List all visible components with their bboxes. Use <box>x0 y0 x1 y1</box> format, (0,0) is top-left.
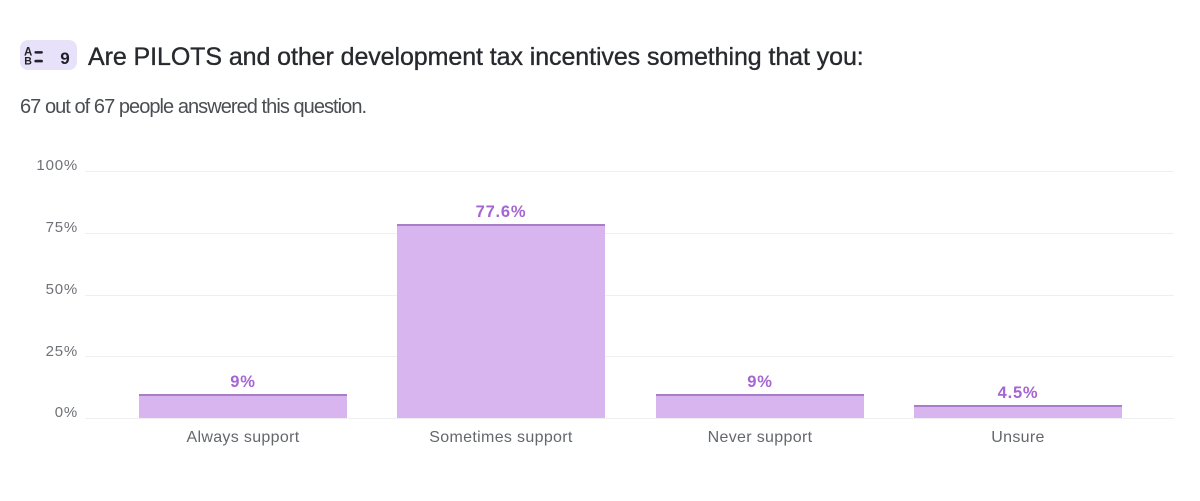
svg-text:A: A <box>24 47 32 59</box>
svg-text:B: B <box>24 56 32 65</box>
